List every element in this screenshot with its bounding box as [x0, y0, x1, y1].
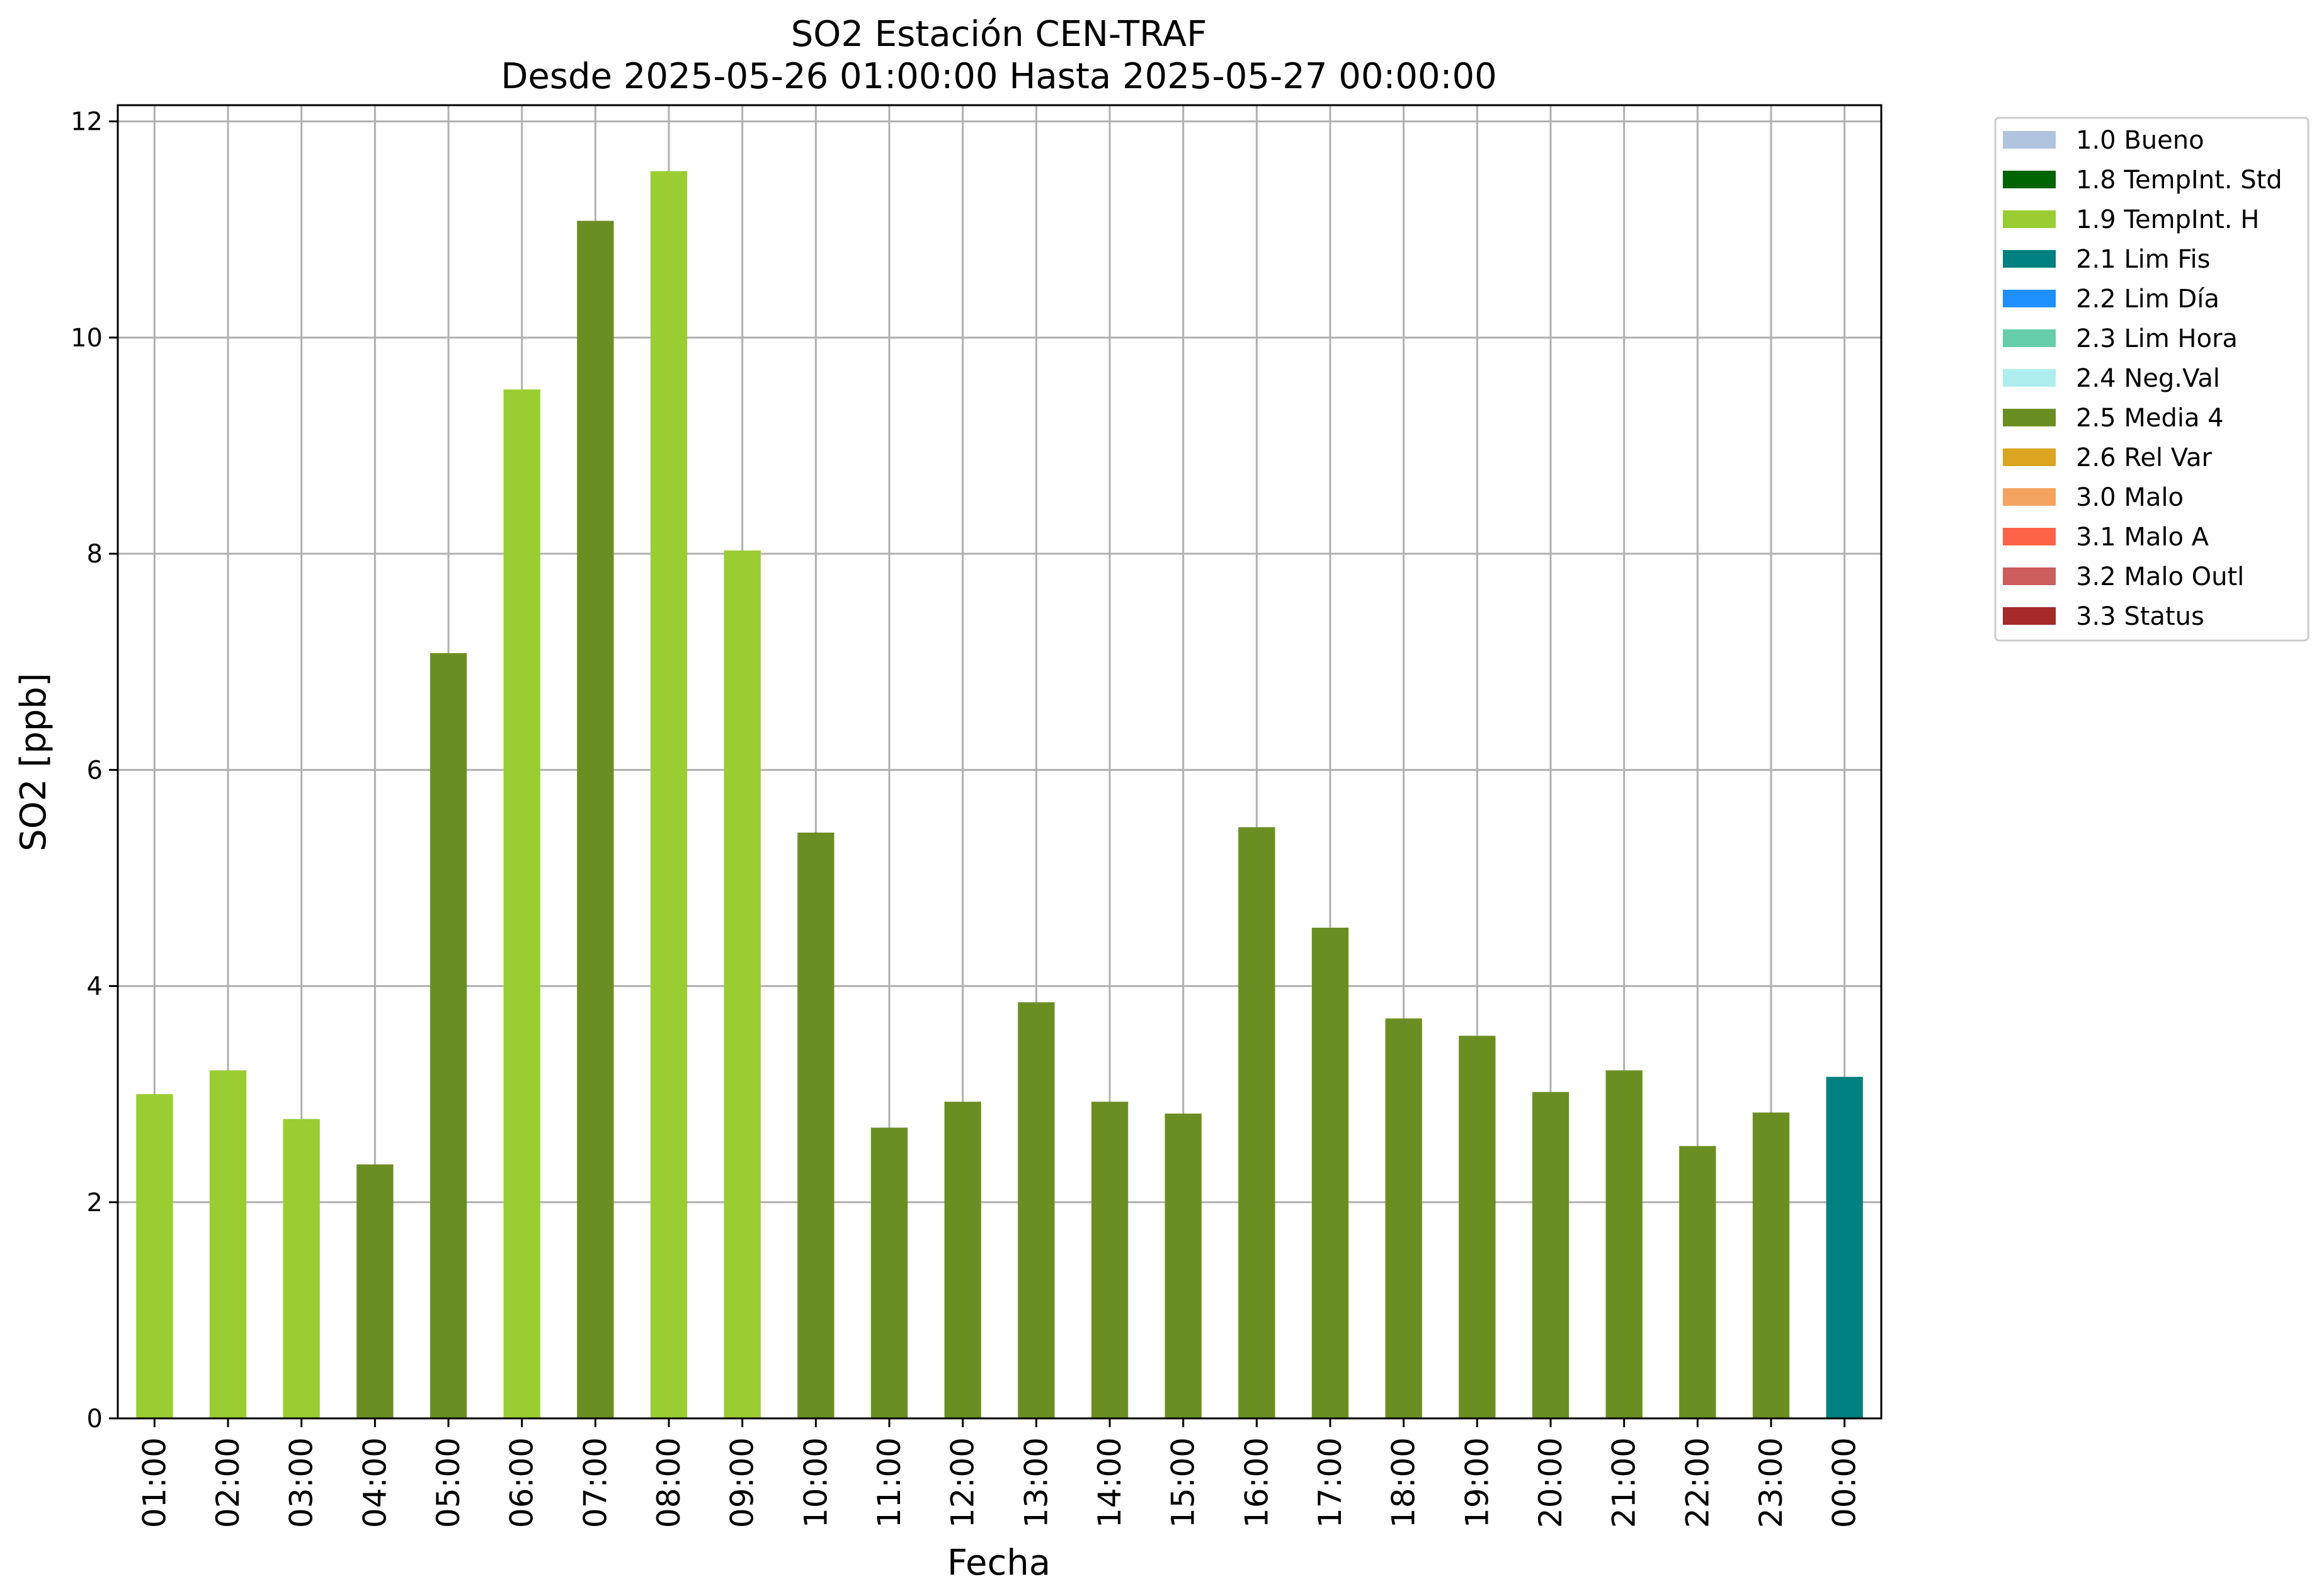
- x-axis-ticks: 01:00 02:00 03:00 04:00 05:00 06:00 07:00 08:00…: [136, 1418, 1863, 1528]
- chart-subtitle: Desde 2025-05-26 01:00:00 Hasta 2025-05-…: [501, 56, 1497, 97]
- y-tick-label: 8: [87, 540, 103, 569]
- bar: [503, 389, 540, 1418]
- y-axis-ticks: 0 2 4 6 8 10 12: [71, 108, 118, 1434]
- bar: [944, 1102, 981, 1418]
- x-tick-label: 00:00: [1826, 1437, 1863, 1528]
- legend-items: 1.0 Bueno 1.8 TempInt. Std 1.9 TempInt. H 2…: [2003, 126, 2282, 631]
- legend-label: 3.1 Malo A: [2076, 523, 2209, 552]
- legend-swatch: [2003, 290, 2056, 307]
- x-tick-label: 02:00: [210, 1437, 246, 1528]
- bar: [1238, 827, 1275, 1418]
- bar: [1311, 927, 1349, 1418]
- legend-label: 2.1 Lim Fis: [2076, 245, 2210, 274]
- x-axis-label: Fecha: [947, 1542, 1051, 1583]
- x-tick-label: 20:00: [1532, 1437, 1569, 1528]
- legend-swatch: [2003, 448, 2056, 466]
- legend-box: [1994, 117, 2310, 642]
- x-tick-label: 16:00: [1238, 1437, 1275, 1528]
- y-tick-label: 6: [87, 756, 103, 785]
- x-tick-label: 06:00: [504, 1437, 540, 1528]
- y-tick-label: 0: [87, 1405, 103, 1434]
- legend-swatch: [2003, 567, 2056, 585]
- legend-swatch: [2003, 607, 2056, 625]
- x-tick-label: 03:00: [283, 1437, 320, 1528]
- legend-label: 3.2 Malo Outl: [2076, 562, 2244, 591]
- bar: [577, 220, 614, 1418]
- x-tick-label: 04:00: [356, 1437, 393, 1528]
- x-tick-label: 13:00: [1018, 1437, 1054, 1528]
- x-tick-label: 08:00: [651, 1437, 687, 1528]
- bar: [1752, 1112, 1790, 1418]
- legend: 1.0 Bueno 1.8 TempInt. Std 1.9 TempInt. H 2…: [1994, 117, 2310, 642]
- x-tick-label: 15:00: [1165, 1437, 1202, 1528]
- bar: [870, 1127, 908, 1418]
- x-tick-label: 01:00: [136, 1437, 173, 1528]
- chart-title: SO2 Estación CEN-TRAF: [791, 14, 1207, 55]
- x-tick-label: 18:00: [1386, 1437, 1422, 1528]
- legend-swatch: [2003, 329, 2056, 347]
- legend-swatch: [2003, 369, 2056, 387]
- bar: [724, 550, 761, 1418]
- x-tick-label: 11:00: [871, 1437, 908, 1528]
- bar: [209, 1070, 247, 1418]
- bar: [1385, 1018, 1422, 1418]
- bar: [1165, 1114, 1202, 1418]
- legend-label: 3.3 Status: [2076, 602, 2204, 631]
- legend-label: 2.6 Rel Var: [2076, 443, 2213, 472]
- plot-frame: [117, 104, 1883, 1420]
- x-tick-label: 22:00: [1679, 1437, 1716, 1528]
- legend-swatch: [2003, 171, 2056, 188]
- x-tick-label: 10:00: [797, 1437, 834, 1528]
- legend-swatch: [2003, 131, 2056, 149]
- legend-swatch: [2003, 210, 2056, 228]
- bar: [1091, 1102, 1129, 1418]
- bar: [797, 832, 835, 1418]
- bar: [1018, 1002, 1055, 1418]
- y-tick-label: 4: [87, 972, 103, 1001]
- bar: [430, 653, 467, 1418]
- legend-label: 1.8 TempInt. Std: [2076, 166, 2282, 195]
- legend-label: 2.3 Lim Hora: [2076, 324, 2238, 353]
- bar: [1826, 1076, 1863, 1418]
- bar: [356, 1164, 394, 1418]
- bar: [136, 1094, 173, 1418]
- legend-label: 3.0 Malo: [2076, 483, 2184, 512]
- bar: [283, 1119, 320, 1418]
- x-tick-label: 21:00: [1606, 1437, 1643, 1528]
- legend-label: 2.5 Media 4: [2076, 404, 2224, 433]
- bar: [1459, 1035, 1496, 1418]
- legend-swatch: [2003, 528, 2056, 545]
- bar: [1532, 1092, 1570, 1418]
- x-tick-label: 12:00: [945, 1437, 981, 1528]
- x-tick-label: 09:00: [724, 1437, 761, 1528]
- x-tick-label: 05:00: [430, 1437, 467, 1528]
- bar: [1605, 1070, 1643, 1418]
- bar: [1679, 1146, 1716, 1418]
- legend-swatch: [2003, 250, 2056, 268]
- bar: [650, 171, 688, 1419]
- x-tick-label: 19:00: [1459, 1437, 1495, 1528]
- legend-label: 1.0 Bueno: [2076, 126, 2204, 155]
- legend-swatch: [2003, 488, 2056, 506]
- x-tick-label: 17:00: [1312, 1437, 1348, 1528]
- legend-label: 2.2 Lim Día: [2076, 285, 2219, 314]
- x-tick-label: 23:00: [1753, 1437, 1789, 1528]
- bars: [136, 171, 1863, 1419]
- x-tick-label: 14:00: [1091, 1437, 1128, 1528]
- y-tick-label: 12: [71, 108, 103, 137]
- legend-label: 1.9 TempInt. H: [2076, 205, 2259, 234]
- x-tick-label: 07:00: [577, 1437, 613, 1528]
- legend-label: 2.4 Neg.Val: [2076, 364, 2220, 393]
- legend-swatch: [2003, 409, 2056, 426]
- y-tick-label: 10: [71, 324, 103, 353]
- y-tick-label: 2: [87, 1188, 103, 1217]
- y-axis-label: SO2 [ppb]: [13, 673, 54, 851]
